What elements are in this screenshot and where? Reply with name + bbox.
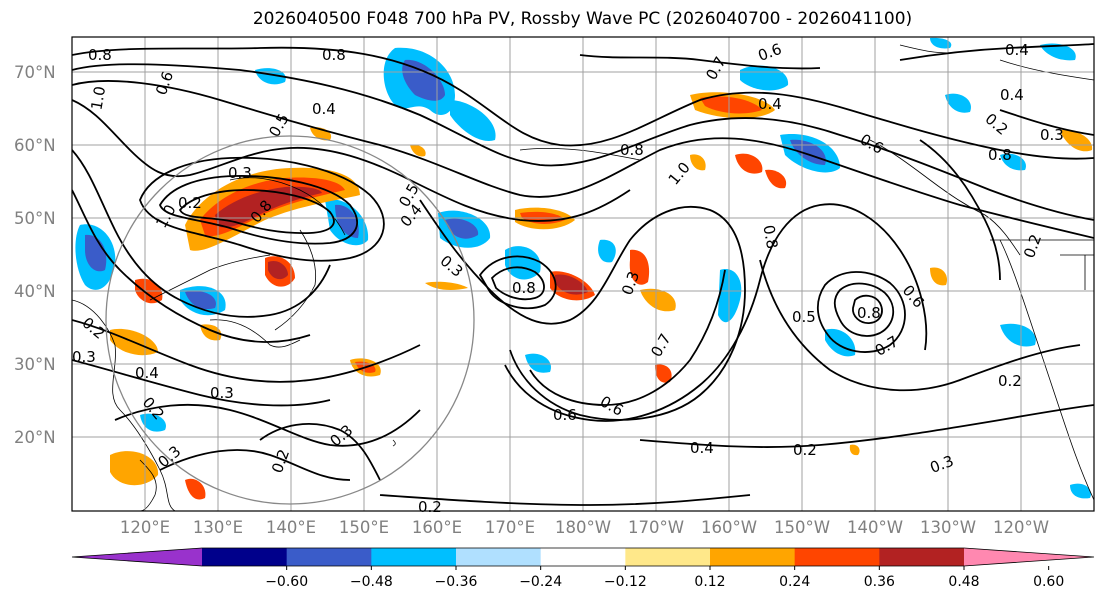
colorbar-tick-label: −0.36 [435, 574, 478, 590]
lat-tick-label: 60°N [14, 136, 56, 155]
lat-tick-label: 40°N [14, 282, 56, 301]
colorbar-segment [456, 548, 542, 566]
colorbar-tick-label: 0.48 [948, 574, 979, 590]
contour-label: 0.4 [758, 95, 782, 113]
colorbar-segment [879, 548, 965, 566]
contour-label: 0.3 [228, 164, 252, 182]
contour-label: 0.8 [857, 304, 881, 322]
colorbar-tick-label: 0.60 [1033, 574, 1064, 590]
contour-label: 0.8 [759, 224, 781, 251]
lon-tick-label: 180°W [555, 518, 611, 537]
colorbar-segment [540, 548, 626, 566]
plot-frame [71, 36, 1095, 512]
contour-label: 0.3 [210, 384, 234, 402]
lat-tick-label: 50°N [14, 209, 56, 228]
lon-tick-label: 130°W [920, 518, 976, 537]
lon-tick-label: 130°E [193, 518, 243, 537]
lat-tick-label: 70°N [14, 63, 56, 82]
colorbar-extend-max [964, 548, 1094, 566]
colorbar-tick-label: 0.24 [779, 574, 810, 590]
coastlines [72, 44, 1094, 511]
contour-label: 0.4 [312, 100, 336, 118]
colorbar-tick-label: −0.24 [519, 574, 562, 590]
map-title: 2026040500 F048 700 hPa PV, Rossby Wave … [252, 9, 913, 29]
contour-label: 0.4 [1005, 41, 1029, 59]
lon-tick-label: 150°E [339, 518, 389, 537]
lon-tick-label: 120°E [120, 518, 170, 537]
contour-label: 0.2 [793, 441, 817, 459]
colorbar-segment [202, 548, 288, 566]
colorbar: −0.60 −0.48 −0.36 −0.24 −0.12 0.12 0.24 0.36 0.4… [71, 547, 1095, 590]
contour-label: 0.6 [553, 406, 577, 424]
contour-label: 0.2 [418, 498, 442, 516]
colorbar-tick-label: 0.12 [694, 574, 725, 590]
lon-tick-label: 160°W [701, 518, 757, 537]
contour-label: 0.8 [512, 279, 536, 297]
colorbar-segment [371, 548, 457, 566]
contour-label: 1.0 [87, 85, 109, 112]
contour-label: 0.8 [88, 46, 112, 64]
lon-tick-label: 170°W [628, 518, 684, 537]
region-circle [105, 135, 475, 505]
colorbar-segment [710, 548, 796, 566]
lon-tick-label: 140°E [266, 518, 316, 537]
longitude-labels: 120°E 130°E 140°E 150°E 160°E 170°E 180°… [120, 518, 1049, 537]
contour-label: 0.8 [988, 146, 1012, 164]
contour-label: 0.3 [72, 348, 96, 366]
lon-tick-label: 160°E [412, 518, 462, 537]
contour-label: 0.8 [620, 141, 644, 159]
latitude-labels: 70°N 60°N 50°N 40°N 30°N 20°N [14, 63, 56, 447]
lat-tick-label: 30°N [14, 355, 56, 374]
contour-label: 0.2 [178, 194, 202, 212]
colorbar-tick-label: −0.60 [265, 574, 308, 590]
colorbar-segment [625, 548, 711, 566]
positive-anomaly-shading [110, 92, 1093, 500]
lon-tick-label: 140°W [847, 518, 903, 537]
lon-tick-label: 120°W [993, 518, 1049, 537]
contour-label: 0.3 [1040, 126, 1064, 144]
contour-label: 0.8 [322, 46, 346, 64]
pv-contours [72, 43, 1094, 506]
contour-label: 0.4 [135, 364, 159, 382]
contour-label: 0.4 [690, 439, 714, 457]
lon-tick-label: 170°E [485, 518, 535, 537]
lat-tick-label: 20°N [14, 428, 56, 447]
lon-tick-label: 150°W [774, 518, 830, 537]
colorbar-segment [794, 548, 880, 566]
colorbar-tick-label: −0.12 [604, 574, 647, 590]
contour-label: 0.4 [1000, 86, 1024, 104]
colorbar-tick-label: −0.48 [350, 574, 393, 590]
colorbar-tick-label: 0.36 [864, 574, 895, 590]
contour-label: 0.2 [998, 372, 1022, 390]
colorbar-outline [71, 547, 1095, 567]
contour-label: 0.5 [792, 308, 816, 326]
colorbar-extend-min [72, 548, 202, 566]
colorbar-segment [286, 548, 372, 566]
